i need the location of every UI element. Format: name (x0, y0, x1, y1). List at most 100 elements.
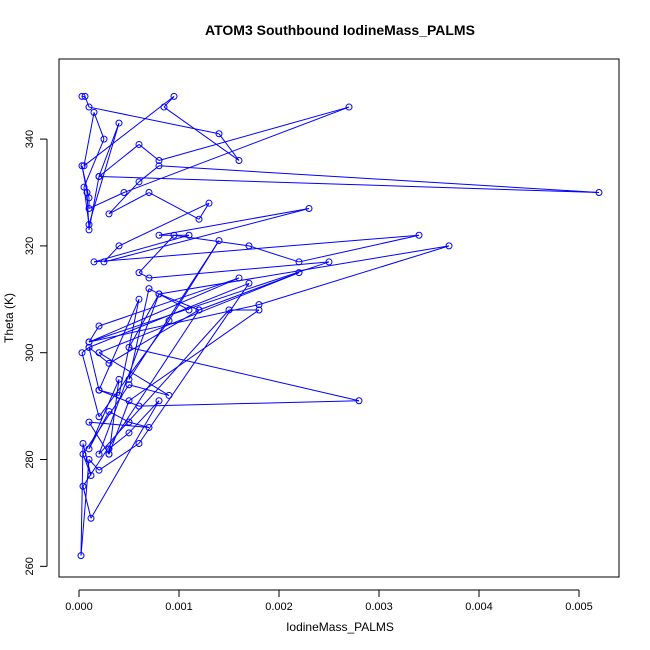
data-point (87, 514, 95, 522)
data-point (95, 322, 103, 330)
series-segment (90, 400, 160, 519)
series-segment (108, 192, 150, 215)
data-point (445, 242, 453, 250)
data-point (170, 92, 178, 100)
y-tick-label: 300 (24, 344, 36, 362)
data-point (105, 450, 113, 458)
series-segment (138, 234, 175, 273)
series-segment (108, 400, 130, 455)
data-point (145, 274, 153, 282)
data-point (125, 343, 133, 351)
data-point (85, 445, 93, 453)
data-point (165, 391, 173, 399)
series-segment (218, 133, 240, 161)
data-point (235, 156, 243, 164)
data-point (225, 306, 233, 314)
data-point (79, 439, 87, 447)
data-point (105, 445, 113, 453)
data-point (95, 172, 103, 180)
data-point (85, 103, 93, 111)
data-point (170, 231, 178, 239)
series-segment (128, 346, 360, 402)
data-point (155, 290, 163, 298)
series-segment (138, 272, 150, 279)
series-segment (80, 443, 84, 556)
data-point (90, 258, 98, 266)
series-segment (98, 122, 120, 177)
data-point (95, 413, 103, 421)
series-segment (148, 192, 200, 220)
data-point (100, 135, 108, 143)
x-axis-label: IodineMass_PALMS (286, 620, 394, 634)
data-point (145, 423, 153, 431)
data-point (135, 269, 143, 277)
series-segment (158, 208, 310, 236)
data-point (135, 402, 143, 410)
series-segment (83, 95, 175, 167)
data-point (245, 242, 253, 250)
x-tick-label: 0.000 (65, 601, 93, 613)
series-segment (88, 347, 100, 391)
x-tick-label: 0.001 (165, 601, 193, 613)
x-tick-label: 0.003 (365, 601, 393, 613)
data-point (355, 397, 363, 405)
data-point (205, 199, 213, 207)
data-point (125, 381, 133, 389)
data-point (77, 552, 85, 560)
data-point (595, 189, 603, 197)
series-segment (103, 245, 120, 263)
data-point (100, 258, 108, 266)
series-segment (158, 106, 350, 161)
chart-title: ATOM3 Southbound IodineMass_PALMS (205, 22, 475, 38)
series-segment (88, 282, 250, 348)
data-point (215, 130, 223, 138)
series-segment (98, 144, 140, 177)
data-point (115, 242, 123, 250)
data-point (85, 456, 93, 464)
data-point (255, 306, 263, 314)
y-tick-label: 260 (24, 557, 36, 575)
series-segment (98, 309, 230, 455)
data-point (80, 162, 88, 170)
series-segment (82, 486, 92, 519)
data-point (80, 183, 88, 191)
series-segment (88, 106, 220, 135)
data-point (125, 429, 133, 437)
series-segment (82, 309, 200, 487)
data-point (255, 301, 263, 309)
data-point (85, 343, 93, 351)
data-point (155, 397, 163, 405)
series-segment (123, 106, 350, 193)
x-tick-label: 0.002 (265, 601, 293, 613)
data-point (87, 472, 95, 480)
series-segment (81, 346, 90, 354)
data-point (78, 349, 86, 357)
series-segment (81, 165, 88, 193)
series-segment (298, 234, 420, 263)
series-segment (84, 96, 90, 108)
data-point (85, 226, 93, 234)
data-point (145, 285, 153, 293)
data-point (85, 418, 93, 426)
y-axis-label: Theta (K) (2, 293, 16, 343)
series-segment (98, 293, 160, 455)
data-point (85, 338, 93, 346)
series-segment (88, 192, 125, 209)
data-point (135, 439, 143, 447)
data-point (125, 397, 133, 405)
y-tick-label: 280 (24, 450, 36, 468)
series-segment (108, 411, 130, 423)
data-point (415, 231, 423, 239)
y-axis: 260 280 300 320 340 (24, 130, 48, 575)
data-point (125, 418, 133, 426)
data-point (185, 231, 193, 239)
series-segment (93, 234, 190, 263)
series-segment (88, 261, 330, 343)
data-point (79, 450, 87, 458)
series-segment (108, 432, 130, 450)
data-point (160, 103, 168, 111)
series-segment (138, 283, 250, 444)
series-segment (248, 245, 300, 263)
data-point (115, 119, 123, 127)
